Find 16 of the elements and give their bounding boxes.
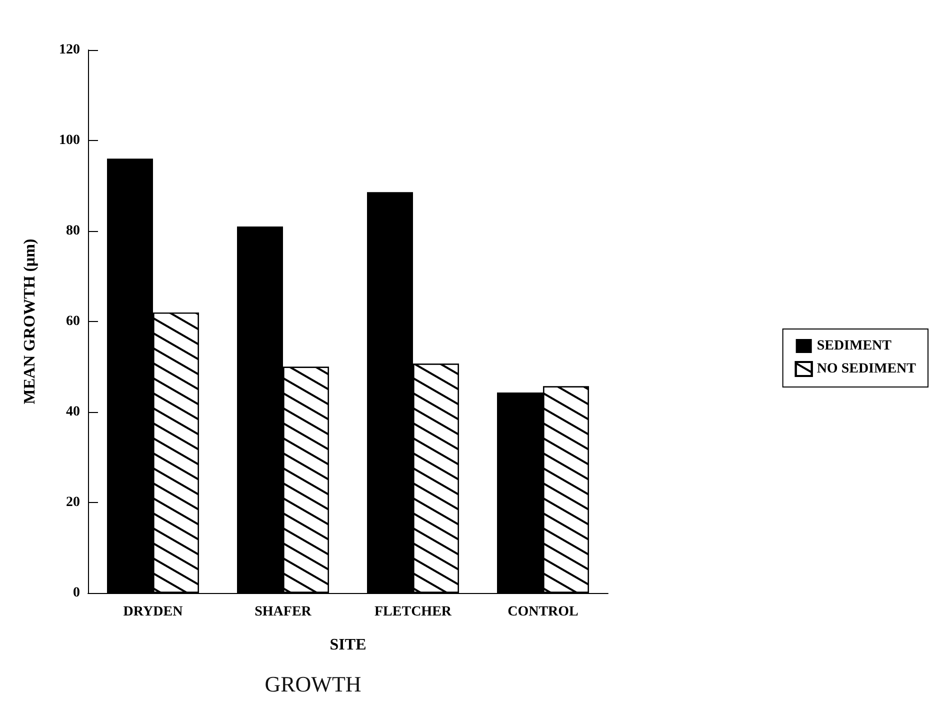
y-tick-label: 100: [59, 133, 80, 148]
text: GROWTH: [264, 672, 362, 696]
y-tick-label: 60: [66, 314, 80, 329]
x-axis-title: SITE: [330, 636, 366, 654]
y-tick-label: 80: [66, 224, 80, 238]
legend-label: SEDIMENT: [816, 338, 892, 354]
y-tick-label: 40: [66, 404, 80, 420]
y-axis-title: MEAN GROWTH (μm): [22, 238, 38, 404]
y-tick-label: 20: [66, 495, 80, 510]
legend-label: NO SEDIMENT: [816, 362, 917, 376]
x-tick-label: CONTROL: [508, 604, 578, 620]
y-tick-label: 120: [59, 42, 80, 58]
x-tick-label: FLETCHER: [374, 604, 452, 620]
x-tick-label: DRYDEN: [123, 604, 183, 620]
x-tick-label: SHAFER: [254, 604, 312, 620]
y-tick-label: 0: [73, 586, 80, 600]
